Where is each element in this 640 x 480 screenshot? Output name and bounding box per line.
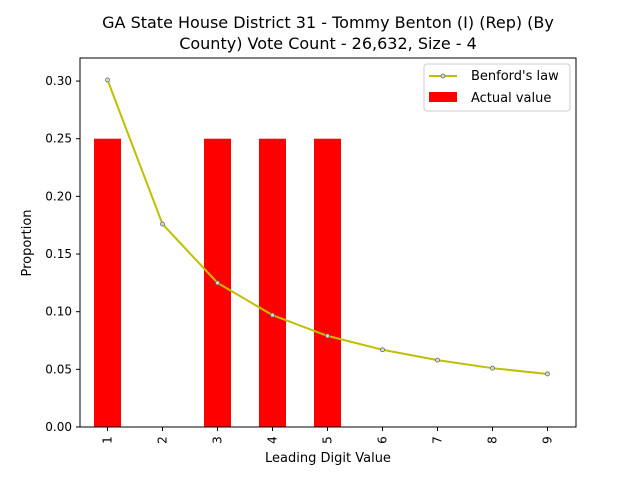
legend-actual-bar-swatch	[429, 92, 457, 102]
legend-box	[423, 63, 571, 112]
y-tick-label: 0.30	[45, 74, 72, 88]
y-tick-label: 0.05	[45, 362, 72, 376]
bar-digit-4	[259, 138, 286, 427]
x-axis-label: Leading Digit Value	[265, 451, 391, 466]
bar-digit-1	[94, 138, 121, 427]
benford-point-5	[325, 333, 330, 339]
legend-benford-marker	[440, 73, 446, 79]
x-tick-label: 3	[211, 436, 225, 444]
benford-point-2	[160, 221, 165, 227]
benford-point-6	[380, 347, 385, 353]
y-axis-label: Proportion	[20, 209, 35, 276]
bars-layer	[94, 138, 341, 427]
x-tick-label: 1	[101, 436, 115, 444]
x-tick-label: 5	[321, 436, 335, 444]
y-tick-label: 0.00	[45, 420, 72, 434]
x-tick-label: 4	[266, 436, 280, 444]
benford-point-4	[270, 312, 275, 318]
plot-area-frame	[79, 57, 577, 428]
y-tick-label: 0.15	[45, 247, 72, 261]
bar-digit-5	[314, 138, 341, 427]
benford-point-7	[435, 357, 440, 363]
legend-label-benford: Benford's law	[471, 69, 559, 84]
legend-label-actual: Actual value	[471, 91, 551, 106]
ticks-layer: 1 2 3 4 5 6 7 8 9 0.00 0.05 0.10 0.15 0.20 0.25 0.30	[45, 74, 554, 444]
benford-point-9	[545, 371, 550, 377]
x-tick-label: 2	[156, 436, 170, 444]
x-tick-label: 6	[376, 436, 390, 444]
x-tick-label: 8	[486, 436, 500, 444]
chart-title-line-1: GA State House District 31 - Tommy Bento…	[102, 13, 554, 32]
y-tick-label: 0.10	[45, 305, 72, 319]
benford-line-layer	[105, 77, 550, 377]
y-tick-label: 0.20	[45, 189, 72, 203]
benford-point-1	[105, 77, 110, 83]
legend: Benford's law Actual value	[423, 63, 571, 112]
y-tick-label: 0.25	[45, 132, 72, 146]
benford-point-8	[490, 365, 495, 371]
chart-title-line-2: County) Vote Count - 26,632, Size - 4	[179, 34, 477, 53]
benford-point-3	[215, 280, 220, 286]
x-tick-label: 7	[431, 436, 445, 444]
x-tick-label: 9	[541, 436, 555, 444]
